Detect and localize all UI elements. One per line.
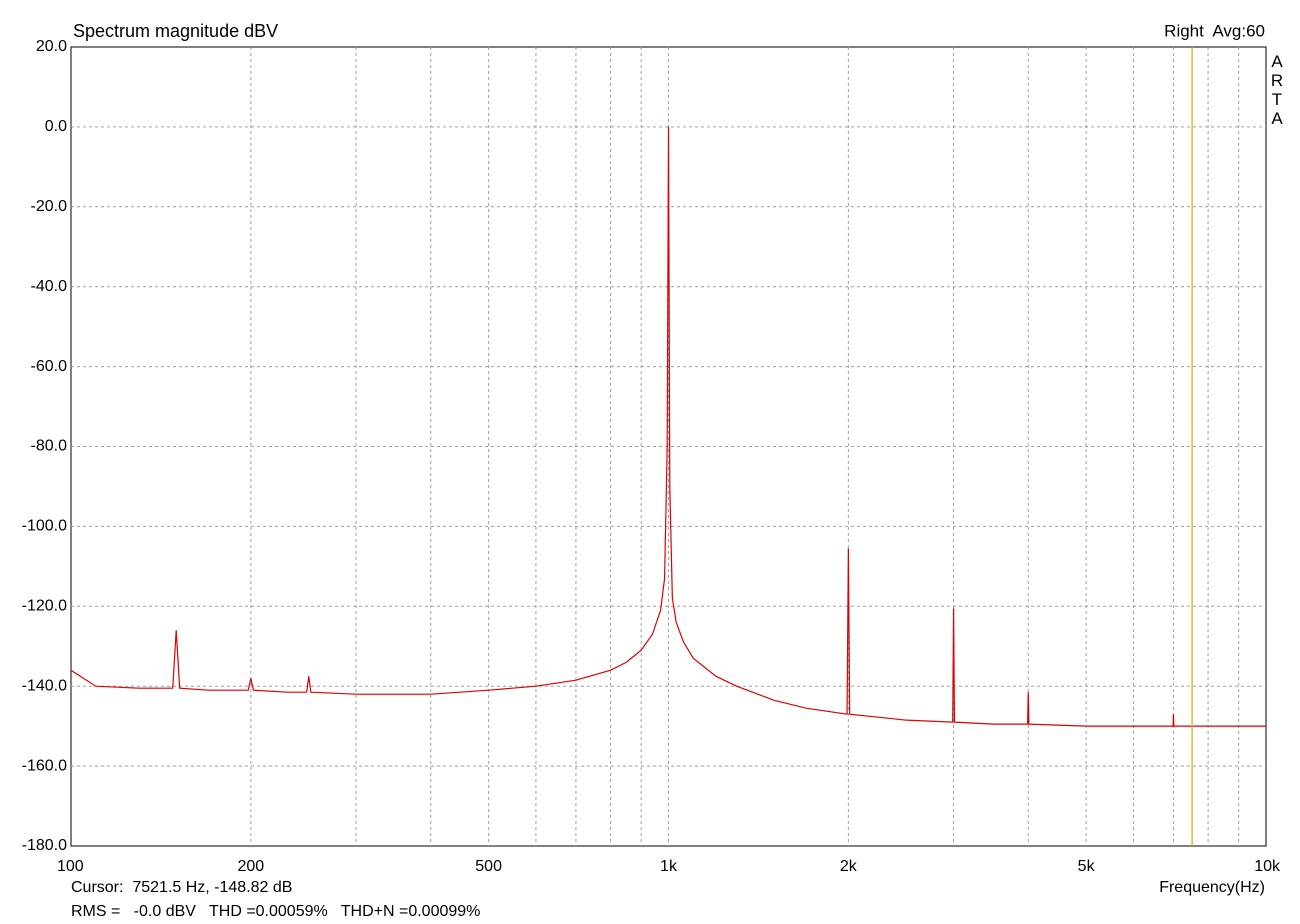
channel-label: Right Avg:60 [1164,21,1265,40]
y-tick-label: 0.0 [45,118,67,135]
y-tick-label: -80.0 [31,438,68,455]
stats-label: RMS = -0.0 dBV THD =0.00059% THD+N =0.00… [71,903,480,920]
x-tick-label: 500 [475,858,502,875]
y-tick-label: -100.0 [22,518,67,535]
x-tick-label: 10k [1254,858,1281,875]
y-tick-label: -60.0 [31,358,68,375]
x-tick-label: 200 [238,858,265,875]
y-tick-label: -120.0 [22,598,67,615]
y-tick-label: -140.0 [22,677,67,694]
watermark: ARTA [1268,52,1287,128]
x-tick-label: 2k [840,858,858,875]
spectrum-line [70,126,1266,727]
y-tick-label: -160.0 [22,757,67,774]
x-tick-label: 1k [660,858,678,875]
y-tick-label: 20.0 [36,38,67,55]
y-tick-label: -180.0 [22,837,67,854]
chart-title: Spectrum magnitude dBV [73,21,278,41]
x-axis-label: Frequency(Hz) [1159,879,1265,896]
y-tick-label: -40.0 [31,278,68,295]
y-tick-label: -20.0 [31,198,68,215]
x-tick-label: 100 [57,858,84,875]
cursor-label: Cursor: 7521.5 Hz, -148.82 dB [71,879,292,896]
x-tick-label: 5k [1078,858,1096,875]
